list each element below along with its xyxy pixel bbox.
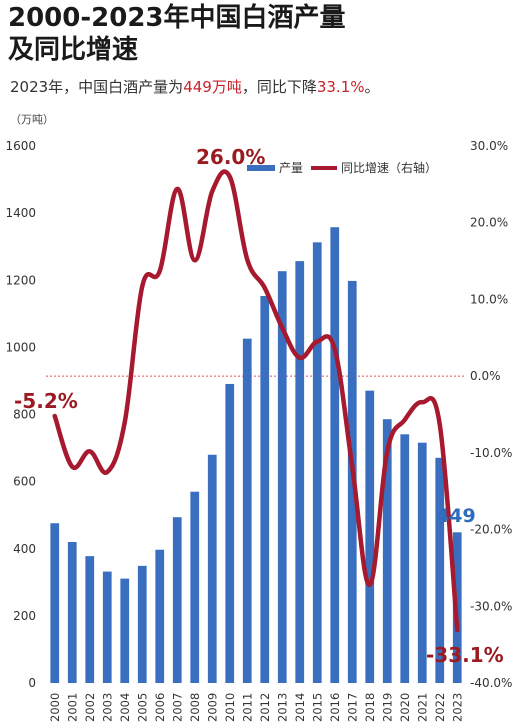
annotation-2023-growth: -33.1% [426,643,504,667]
bar-production [417,442,427,683]
x-tick-label: 2022 [433,693,447,722]
x-tick-label: 2002 [83,693,97,722]
bar-production [137,565,147,683]
y-tick-label: 200 [13,609,36,623]
subtitle-highlight-growth: 33.1% [316,78,365,96]
bar-production [120,578,130,683]
bar-production [207,454,217,683]
chart-title-line1: 2000-2023年中国白酒产量 [8,3,346,33]
x-tick-label: 2008 [188,693,202,722]
annotation-2000-growth: -5.2% [14,389,78,413]
bar-production [85,556,95,683]
y-tick-label: 1000 [5,340,36,354]
bar-production [400,434,410,683]
bar-production [155,549,165,683]
annotation-2010-growth: 26.0% [196,145,265,169]
annotation-2023-output: 449 [436,505,476,527]
x-tick-label: 2009 [205,693,219,722]
bar-production [260,296,270,683]
chart-subtitle: 2023年，中国白酒产量为449万吨，同比下降33.1%。 [10,76,380,97]
x-tick-label: 2019 [380,693,394,722]
bar-production [312,242,322,683]
y2-tick-label: -40.0% [470,676,512,690]
subtitle-text-post: 。 [364,78,380,96]
bar-production [382,419,392,683]
bar-production [172,517,182,683]
y2-tick-label: -10.0% [470,446,512,460]
x-tick-label: 2016 [328,693,342,722]
bar-production [190,491,200,683]
y-tick-label: 400 [13,542,36,556]
x-tick-label: 2011 [240,693,254,722]
x-tick-label: 2023 [450,693,464,722]
x-tick-label: 2001 [65,693,79,722]
bar-production [435,457,445,683]
chart-title-line2: 及同比增速 [8,35,139,65]
x-tick-label: 2007 [170,693,184,722]
y2-tick-label: 0.0% [470,369,501,383]
bar-production [242,338,252,683]
y2-tick-label: 10.0% [470,292,508,306]
y2-tick-label: -20.0% [470,523,512,537]
y2-tick-label: 20.0% [470,216,508,230]
legend-label-growth: 同比增速（右轴） [341,160,437,175]
legend-swatch-production [247,165,275,171]
bar-production [365,390,375,683]
x-tick-label: 2003 [100,693,114,722]
x-tick-label: 2018 [363,693,377,722]
bar-production [225,383,235,683]
x-tick-label: 2000 [48,693,62,722]
y-tick-label: 1200 [5,273,36,287]
y-tick-label: 600 [13,475,36,489]
x-tick-label: 2006 [153,693,167,722]
y-tick-label: 1600 [5,139,36,153]
x-tick-label: 2017 [345,693,359,722]
x-tick-label: 2020 [398,693,412,722]
x-tick-label: 2015 [310,693,324,722]
subtitle-text-mid: ，同比下降 [241,78,317,96]
subtitle-highlight-output: 449万吨 [183,78,242,96]
x-tick-label: 2010 [223,693,237,722]
y2-tick-label: -30.0% [470,599,512,613]
y-tick-label: 0 [28,676,36,690]
subtitle-text-pre: 2023年，中国白酒产量为 [10,78,184,96]
bar-production [330,227,340,683]
legend-label-production: 产量 [279,161,303,175]
y-tick-label: 1400 [5,206,36,220]
y-axis-unit-label: （万吨） [10,113,54,126]
bar-production [67,542,77,683]
bar-production [102,571,112,683]
y2-tick-label: 30.0% [470,139,508,153]
x-tick-label: 2012 [258,693,272,722]
bar-production [277,271,287,683]
x-tick-label: 2013 [275,693,289,722]
x-tick-label: 2005 [135,693,149,722]
x-tick-label: 2004 [118,693,132,722]
bar-production [295,261,305,683]
line-growth-rate [52,169,460,633]
y-tick-label: 800 [13,408,36,422]
x-tick-label: 2014 [293,693,307,722]
bar-production [50,523,60,683]
x-tick-label: 2021 [415,693,429,722]
